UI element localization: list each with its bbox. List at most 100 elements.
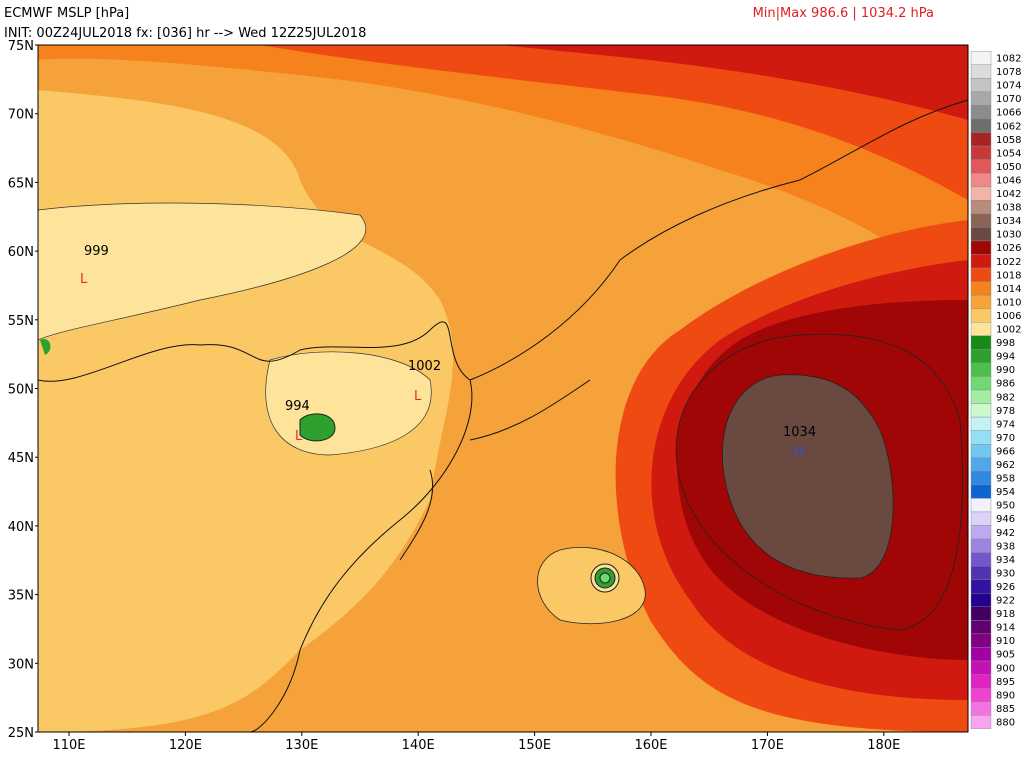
colorbar-swatch	[970, 294, 992, 309]
colorbar-swatch	[970, 647, 992, 662]
colorbar-swatch	[970, 701, 992, 716]
colorbar-swatch	[970, 674, 992, 689]
colorbar-label: 1078	[996, 67, 1021, 78]
colorbar-label: 918	[996, 609, 1015, 620]
colorbar-label: 954	[996, 487, 1015, 498]
colorbar-swatch	[970, 213, 992, 228]
map	[38, 45, 968, 732]
colorbar-label: 1066	[996, 108, 1021, 119]
colorbar-swatch	[970, 430, 992, 445]
colorbar-swatch	[970, 565, 992, 580]
colorbar-label: 1074	[996, 81, 1021, 92]
colorbar-label: 970	[996, 433, 1015, 444]
lat-label: 70N	[8, 108, 34, 123]
title: ECMWF MSLP [hPa]	[4, 6, 129, 21]
colorbar-swatch	[970, 335, 992, 350]
colorbar-swatch	[970, 227, 992, 242]
colorbar-label: 990	[996, 365, 1015, 376]
colorbar-label: 1070	[996, 94, 1021, 105]
lat-label: 65N	[8, 176, 34, 191]
colorbar-label: 986	[996, 379, 1015, 390]
colorbar-label: 926	[996, 582, 1015, 593]
colorbar-label: 922	[996, 596, 1015, 607]
colorbar-label: 1054	[996, 148, 1021, 159]
lat-label: 55N	[8, 314, 34, 329]
colorbar-label: 1002	[996, 325, 1021, 336]
colorbar-swatch	[970, 389, 992, 404]
colorbar-swatch	[970, 376, 992, 391]
low-mark: L	[80, 272, 88, 287]
colorbar-label: 998	[996, 338, 1015, 349]
colorbar-swatch	[970, 471, 992, 486]
low-mark: L	[414, 389, 422, 404]
colorbar-label: 900	[996, 663, 1015, 674]
lon-label: 180E	[867, 738, 900, 753]
colorbar-label: 1058	[996, 135, 1021, 146]
colorbar-swatch	[970, 660, 992, 675]
colorbar-swatch	[970, 64, 992, 79]
colorbar-label: 910	[996, 636, 1015, 647]
colorbar-label: 895	[996, 677, 1015, 688]
colorbar-label: 880	[996, 718, 1015, 729]
colorbar-label: 942	[996, 528, 1015, 539]
colorbar-label: 950	[996, 501, 1015, 512]
colorbar-label: 934	[996, 555, 1015, 566]
colorbar-swatch	[970, 362, 992, 377]
colorbar-label: 1038	[996, 203, 1021, 214]
colorbar-label: 938	[996, 541, 1015, 552]
colorbar-swatch	[970, 525, 992, 540]
colorbar-swatch	[970, 267, 992, 282]
colorbar-swatch	[970, 105, 992, 120]
low-mark: L	[295, 429, 303, 444]
colorbar-swatch	[970, 538, 992, 553]
colorbar-swatch	[970, 200, 992, 215]
colorbar-label: 1034	[996, 216, 1021, 227]
lon-label: 140E	[402, 738, 435, 753]
init-line: INIT: 00Z24JUL2018 fx: [036] hr --> Wed …	[4, 26, 366, 41]
colorbar-label: 1046	[996, 175, 1021, 186]
colorbar-swatch	[970, 186, 992, 201]
colorbar-label: 1030	[996, 230, 1021, 241]
lon-label: 110E	[52, 738, 85, 753]
colorbar-swatch	[970, 132, 992, 147]
colorbar-label: 1022	[996, 257, 1021, 268]
colorbar-label: 1006	[996, 311, 1021, 322]
low-value: 999	[84, 244, 109, 259]
colorbar-label: 1014	[996, 284, 1021, 295]
low-value: 1002	[408, 359, 441, 374]
colorbar-label: 1082	[996, 54, 1021, 65]
colorbar-label: 1062	[996, 121, 1021, 132]
colorbar-swatch	[970, 51, 992, 65]
colorbar-label: 958	[996, 474, 1015, 485]
colorbar-swatch	[970, 118, 992, 133]
min-max: Min|Max 986.6 | 1034.2 hPa	[753, 6, 934, 21]
colorbar-swatch	[970, 172, 992, 187]
colorbar-label: 966	[996, 446, 1015, 457]
lat-label: 25N	[8, 726, 34, 741]
colorbar-swatch	[970, 91, 992, 106]
colorbar-swatch	[970, 159, 992, 174]
colorbar-swatch	[970, 322, 992, 336]
lon-label: 120E	[169, 738, 202, 753]
colorbar-swatch	[970, 444, 992, 458]
colorbar-swatch	[970, 145, 992, 160]
colorbar-label: 962	[996, 460, 1015, 471]
lat-label: 30N	[8, 657, 34, 672]
colorbar-label: 974	[996, 419, 1015, 430]
colorbar-label: 905	[996, 650, 1015, 661]
colorbar-swatch	[970, 240, 992, 255]
colorbar-swatch	[970, 78, 992, 93]
colorbar-swatch	[970, 715, 992, 729]
lat-label: 45N	[8, 451, 34, 466]
colorbar-label: 930	[996, 568, 1015, 579]
colorbar-swatch	[970, 457, 992, 472]
colorbar-swatch	[970, 281, 992, 296]
colorbar-label: 890	[996, 690, 1015, 701]
colorbar-label: 982	[996, 392, 1015, 403]
colorbar-swatch	[970, 606, 992, 621]
colorbar-swatch	[970, 484, 992, 499]
colorbar-swatch	[970, 416, 992, 431]
low-value: 994	[285, 399, 310, 414]
lat-label: 40N	[8, 520, 34, 535]
colorbar-label: 946	[996, 514, 1015, 525]
